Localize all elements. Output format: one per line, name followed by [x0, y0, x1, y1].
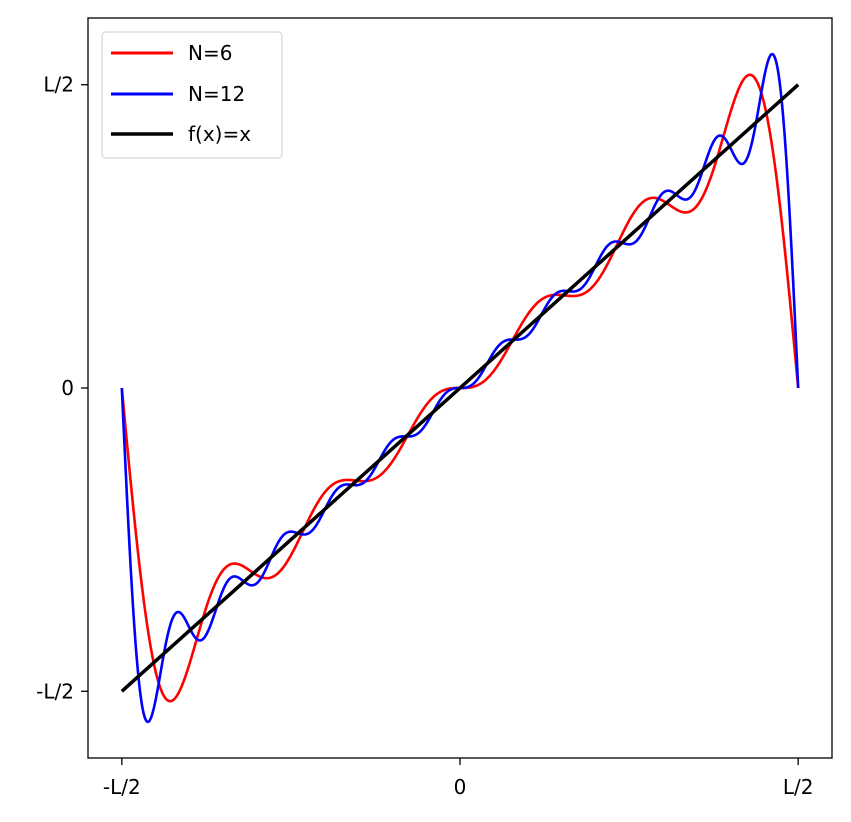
tick-layer: -L/2 0 L/2 -L/2 0 L/2	[36, 73, 813, 799]
series-layer	[120, 52, 800, 724]
legend-label-n12: N=12	[188, 82, 245, 106]
legend-frame	[101, 31, 283, 159]
legend: N=6 N=12 f(x)=x	[101, 31, 283, 159]
series-line-f-x-x	[120, 83, 800, 693]
legend-label-fx: f(x)=x	[188, 122, 251, 146]
legend-label-n6: N=6	[188, 41, 232, 65]
x-tick-label: 0	[454, 775, 467, 799]
y-tick-label: L/2	[43, 73, 74, 97]
x-tick-label: L/2	[783, 775, 814, 799]
y-tick-label: 0	[61, 376, 74, 400]
x-tick-label: -L/2	[103, 775, 141, 799]
y-tick-label: -L/2	[36, 679, 74, 703]
